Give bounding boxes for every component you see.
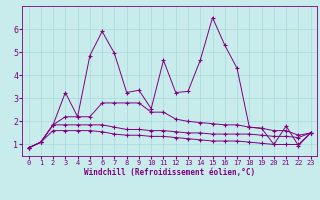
X-axis label: Windchill (Refroidissement éolien,°C): Windchill (Refroidissement éolien,°C) [84, 168, 255, 177]
